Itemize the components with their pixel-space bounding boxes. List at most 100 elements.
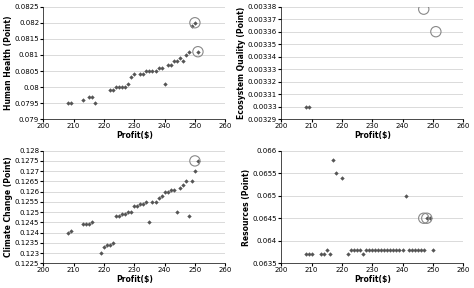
Point [423,216,430,221]
Point [134,204,141,208]
Point [118,212,126,217]
Point [365,247,373,252]
Point [338,175,346,180]
Point [356,247,364,252]
Point [417,247,425,252]
Point [97,251,105,255]
Point [194,159,202,163]
Point [332,171,340,175]
Point [191,159,199,163]
Point [347,247,355,252]
Point [179,183,187,188]
Point [176,185,183,190]
Point [381,247,388,252]
Point [139,72,147,77]
Point [79,222,87,227]
Point [317,252,325,257]
Point [372,247,379,252]
Point [402,194,410,198]
Point [429,247,437,252]
Point [146,69,153,73]
Point [85,222,92,227]
Point [182,53,190,57]
Point [302,105,310,109]
Point [112,214,120,219]
Point [185,214,192,219]
Point [121,85,129,89]
Point [143,69,150,73]
Point [179,59,187,64]
Point [161,189,168,194]
Point [170,59,177,64]
Point [420,216,428,221]
Point [420,247,428,252]
Point [432,29,440,34]
Point [353,247,361,252]
Y-axis label: Human Health (Point): Human Health (Point) [4,16,13,110]
Point [390,247,397,252]
Point [194,50,202,54]
Y-axis label: Ecosystem Quality (Point): Ecosystem Quality (Point) [237,7,246,119]
Point [326,252,334,257]
Point [188,179,196,184]
Point [91,101,99,105]
Point [305,105,312,109]
Point [176,56,183,60]
Point [368,247,376,252]
Point [173,59,181,64]
Point [128,75,135,80]
Point [100,245,108,249]
Point [420,7,428,12]
Point [164,62,172,67]
Point [82,222,90,227]
Point [115,214,123,219]
Point [155,65,162,70]
Point [405,247,412,252]
Point [392,247,400,252]
Point [158,65,165,70]
Point [146,220,153,225]
Point [167,62,174,67]
Point [308,252,315,257]
Point [125,82,132,86]
Point [88,220,96,225]
Point [88,94,96,99]
Point [429,280,437,284]
Point [143,200,150,204]
Point [112,85,120,89]
Point [329,157,337,162]
Point [387,247,394,252]
Point [305,252,312,257]
Point [130,204,138,208]
Point [109,240,117,245]
Point [109,88,117,93]
Point [188,24,196,28]
Point [432,285,440,288]
Point [191,169,199,173]
Point [158,194,165,198]
Point [423,216,430,221]
X-axis label: Profit($): Profit($) [116,131,153,140]
Point [79,98,87,102]
Point [426,216,434,221]
Point [106,242,114,247]
Point [149,69,156,73]
Point [344,252,352,257]
Point [377,247,385,252]
Point [426,286,434,288]
Point [164,189,172,194]
Point [362,247,370,252]
Point [396,247,403,252]
Point [302,252,310,257]
Point [161,82,168,86]
Point [121,212,129,217]
Point [128,210,135,214]
Point [125,210,132,214]
Point [194,50,202,54]
X-axis label: Profit($): Profit($) [354,131,391,140]
Point [191,20,199,25]
Point [408,247,415,252]
Point [130,72,138,77]
Point [106,88,114,93]
Point [320,252,328,257]
